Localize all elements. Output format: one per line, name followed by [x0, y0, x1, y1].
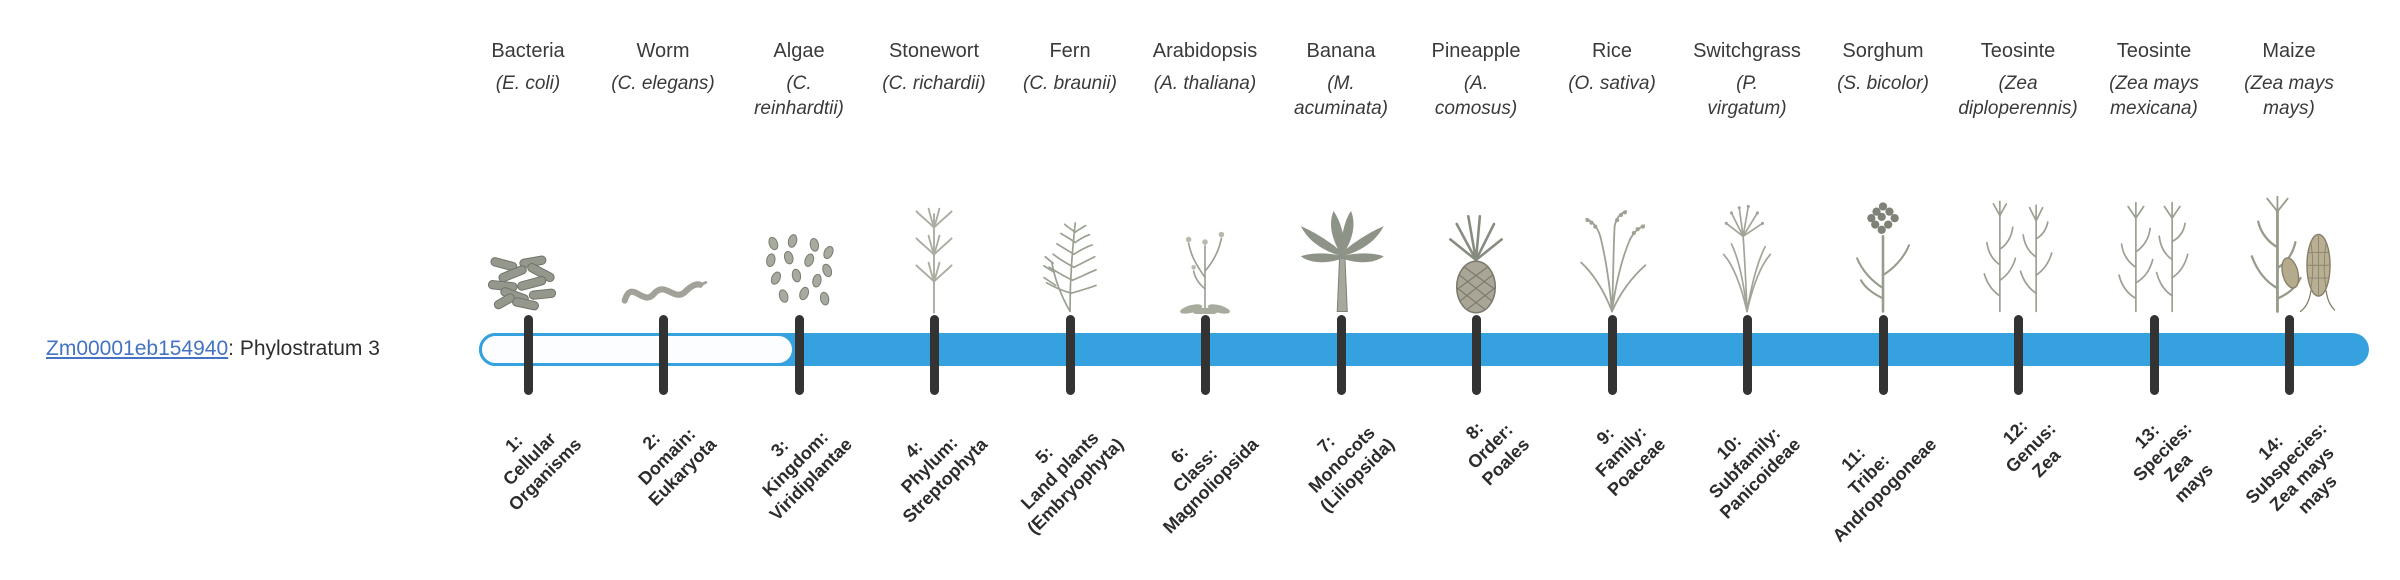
- organism-scientific-name: (M. acuminata): [1294, 73, 1388, 119]
- organism-column-switchgrass: Switchgrass (P. virgatum): [1672, 40, 1822, 314]
- organism-scientific-name: (P. virgatum): [1707, 73, 1787, 119]
- algae-illustration: [759, 232, 839, 314]
- rice-illustration: [1572, 206, 1652, 314]
- organism-column-algae: Algae (C. reinhardtii): [724, 40, 874, 314]
- worm-illustration: [617, 260, 709, 314]
- arabidopsis-illustration: [1173, 208, 1237, 314]
- organism-column-rice: Rice (O. sativa): [1537, 40, 1687, 314]
- stratum-label-text: 2: Domain: Eukaryota: [634, 423, 721, 510]
- stratum-label-text: 9: Family: Poaceae: [1591, 422, 1670, 500]
- organism-column-banana: Banana (M. acuminata): [1266, 40, 1416, 314]
- organism-column-teosinte-diploperennis: Teosinte (Zea diploperennis): [1943, 40, 2093, 314]
- organism-column-sorghum: Sorghum (S. bicolor): [1808, 40, 1958, 314]
- organism-column-fern: Fern (C. braunii): [995, 40, 1145, 314]
- phylostratum-tick-11: [1878, 315, 1888, 395]
- phylostratum-bar: [479, 333, 2369, 366]
- gene-label: Zm00001eb154940: Phylostratum 3: [46, 337, 380, 361]
- organism-common-name: Worm: [636, 40, 690, 62]
- organism-scientific-name: (C. elegans): [611, 73, 715, 94]
- organism-scientific-name: (O. sativa): [1568, 73, 1656, 94]
- bacteria-illustration: [486, 254, 570, 314]
- organism-column-bacteria: Bacteria (E. coli): [453, 40, 603, 314]
- phylostratum-tick-10: [1742, 315, 1752, 395]
- stratum-label-text: 3: Kingdom: Viridiplantae: [758, 426, 857, 525]
- organism-scientific-name: (S. bicolor): [1837, 73, 1929, 94]
- phylostratum-tick-4: [929, 315, 939, 395]
- phylostratum-tick-13: [2149, 315, 2159, 395]
- organism-common-name: Pineapple: [1431, 40, 1521, 62]
- organism-common-name: Teosinte: [2116, 40, 2192, 62]
- phylostratum-tick-2: [658, 315, 668, 395]
- organism-column-teosinte-mexicana: Teosinte (Zea mays mexicana): [2079, 40, 2229, 314]
- phylostratum-tick-14: [2284, 315, 2294, 395]
- phylostratum-tick-6: [1200, 315, 1210, 395]
- organism-scientific-name: (Zea mays mexicana): [2109, 73, 2199, 119]
- organism-common-name: Sorghum: [1842, 40, 1924, 62]
- organism-column-pineapple: Pineapple (A. comosus): [1401, 40, 1551, 314]
- organism-column-maize: Maize (Zea mays mays): [2214, 40, 2364, 314]
- stratum-label-text: 4: Phylum: Streptophyta: [897, 432, 992, 527]
- organism-common-name: Stonewort: [888, 40, 980, 62]
- organism-column-stonewort: Stonewort (C. richardii): [859, 40, 1009, 314]
- stratum-label-text: 5: Land plants (Embryophyta): [1016, 427, 1128, 539]
- organism-column-arabidopsis: Arabidopsis (A. thaliana): [1130, 40, 1280, 314]
- organism-common-name: Fern: [1049, 40, 1091, 62]
- stratum-label-text: 14: Subspecies: Zea mays mays: [2241, 418, 2341, 518]
- maize-illustration: [2243, 196, 2335, 314]
- stratum-label-text: 11: Tribe: Andropogoneae: [1828, 434, 1941, 546]
- organism-common-name: Teosinte: [1980, 40, 2056, 62]
- stratum-label-text: 13: Species: Zea mays: [2129, 418, 2217, 507]
- organism-common-name: Algae: [773, 40, 825, 62]
- teosinte-illustration: [1976, 200, 2060, 314]
- organism-scientific-name: (C. reinhardtii): [754, 73, 844, 119]
- phylostratum-tick-5: [1065, 315, 1075, 395]
- teosinte-illustration: [2112, 200, 2196, 314]
- organism-common-name: Arabidopsis: [1152, 40, 1258, 62]
- organism-column-worm: Worm (C. elegans): [588, 40, 738, 314]
- banana-illustration: [1295, 206, 1387, 314]
- stratum-label-text: 12: Genus: Zea: [1998, 415, 2065, 482]
- organism-common-name: Switchgrass: [1693, 40, 1801, 62]
- gene-id-link[interactable]: Zm00001eb154940: [46, 337, 229, 360]
- organism-scientific-name: (E. coli): [495, 73, 561, 94]
- switchgrass-illustration: [1707, 200, 1787, 314]
- fern-illustration: [1030, 210, 1110, 314]
- phylostratum-tick-8: [1471, 315, 1481, 395]
- organism-common-name: Bacteria: [491, 40, 565, 62]
- stratum-label-text: 6: Class: Magnoliopsida: [1158, 434, 1263, 538]
- phylostratum-tick-1: [523, 315, 533, 395]
- organism-scientific-name: (A. comosus): [1434, 73, 1518, 119]
- stonewort-illustration: [900, 206, 968, 314]
- organism-scientific-name: (Zea diploperennis): [1958, 73, 2078, 119]
- phylostratum-tick-3: [794, 315, 804, 395]
- organism-scientific-name: (C. braunii): [1023, 73, 1117, 94]
- gene-phylostratum-text: : Phylostratum 3: [228, 337, 380, 360]
- organism-common-name: Rice: [1591, 40, 1632, 62]
- stratum-label-text: 8: Order: Poales: [1461, 417, 1534, 490]
- pineapple-illustration: [1443, 206, 1509, 314]
- organism-scientific-name: (A. thaliana): [1153, 73, 1257, 94]
- sorghum-illustration: [1847, 200, 1919, 314]
- phylostratum-tick-7: [1336, 315, 1346, 395]
- organism-scientific-name: (C. richardii): [882, 73, 986, 94]
- organism-common-name: Banana: [1306, 40, 1376, 62]
- stratum-label-text: 7: Monocots (Liliopsida): [1304, 422, 1399, 517]
- stratum-label-text: 10: Subfamily: Panicoideae: [1704, 423, 1805, 523]
- organism-scientific-name: (Zea mays mays): [2244, 73, 2334, 119]
- stratum-label-text: 1: Cellular Organisms: [498, 428, 586, 515]
- phylostratum-tick-9: [1607, 315, 1617, 395]
- organism-common-name: Maize: [2262, 40, 2316, 62]
- phylostratum-tick-12: [2013, 315, 2023, 395]
